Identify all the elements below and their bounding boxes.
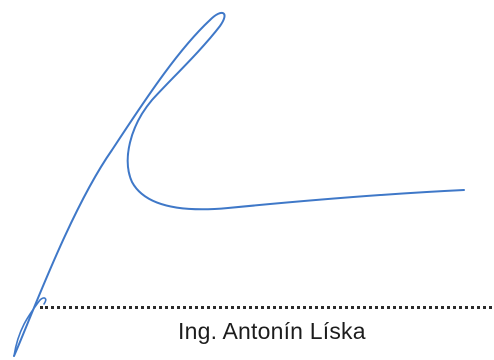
signer-name: Ing. Antonín Líska xyxy=(178,318,366,344)
signature-line xyxy=(40,306,492,309)
